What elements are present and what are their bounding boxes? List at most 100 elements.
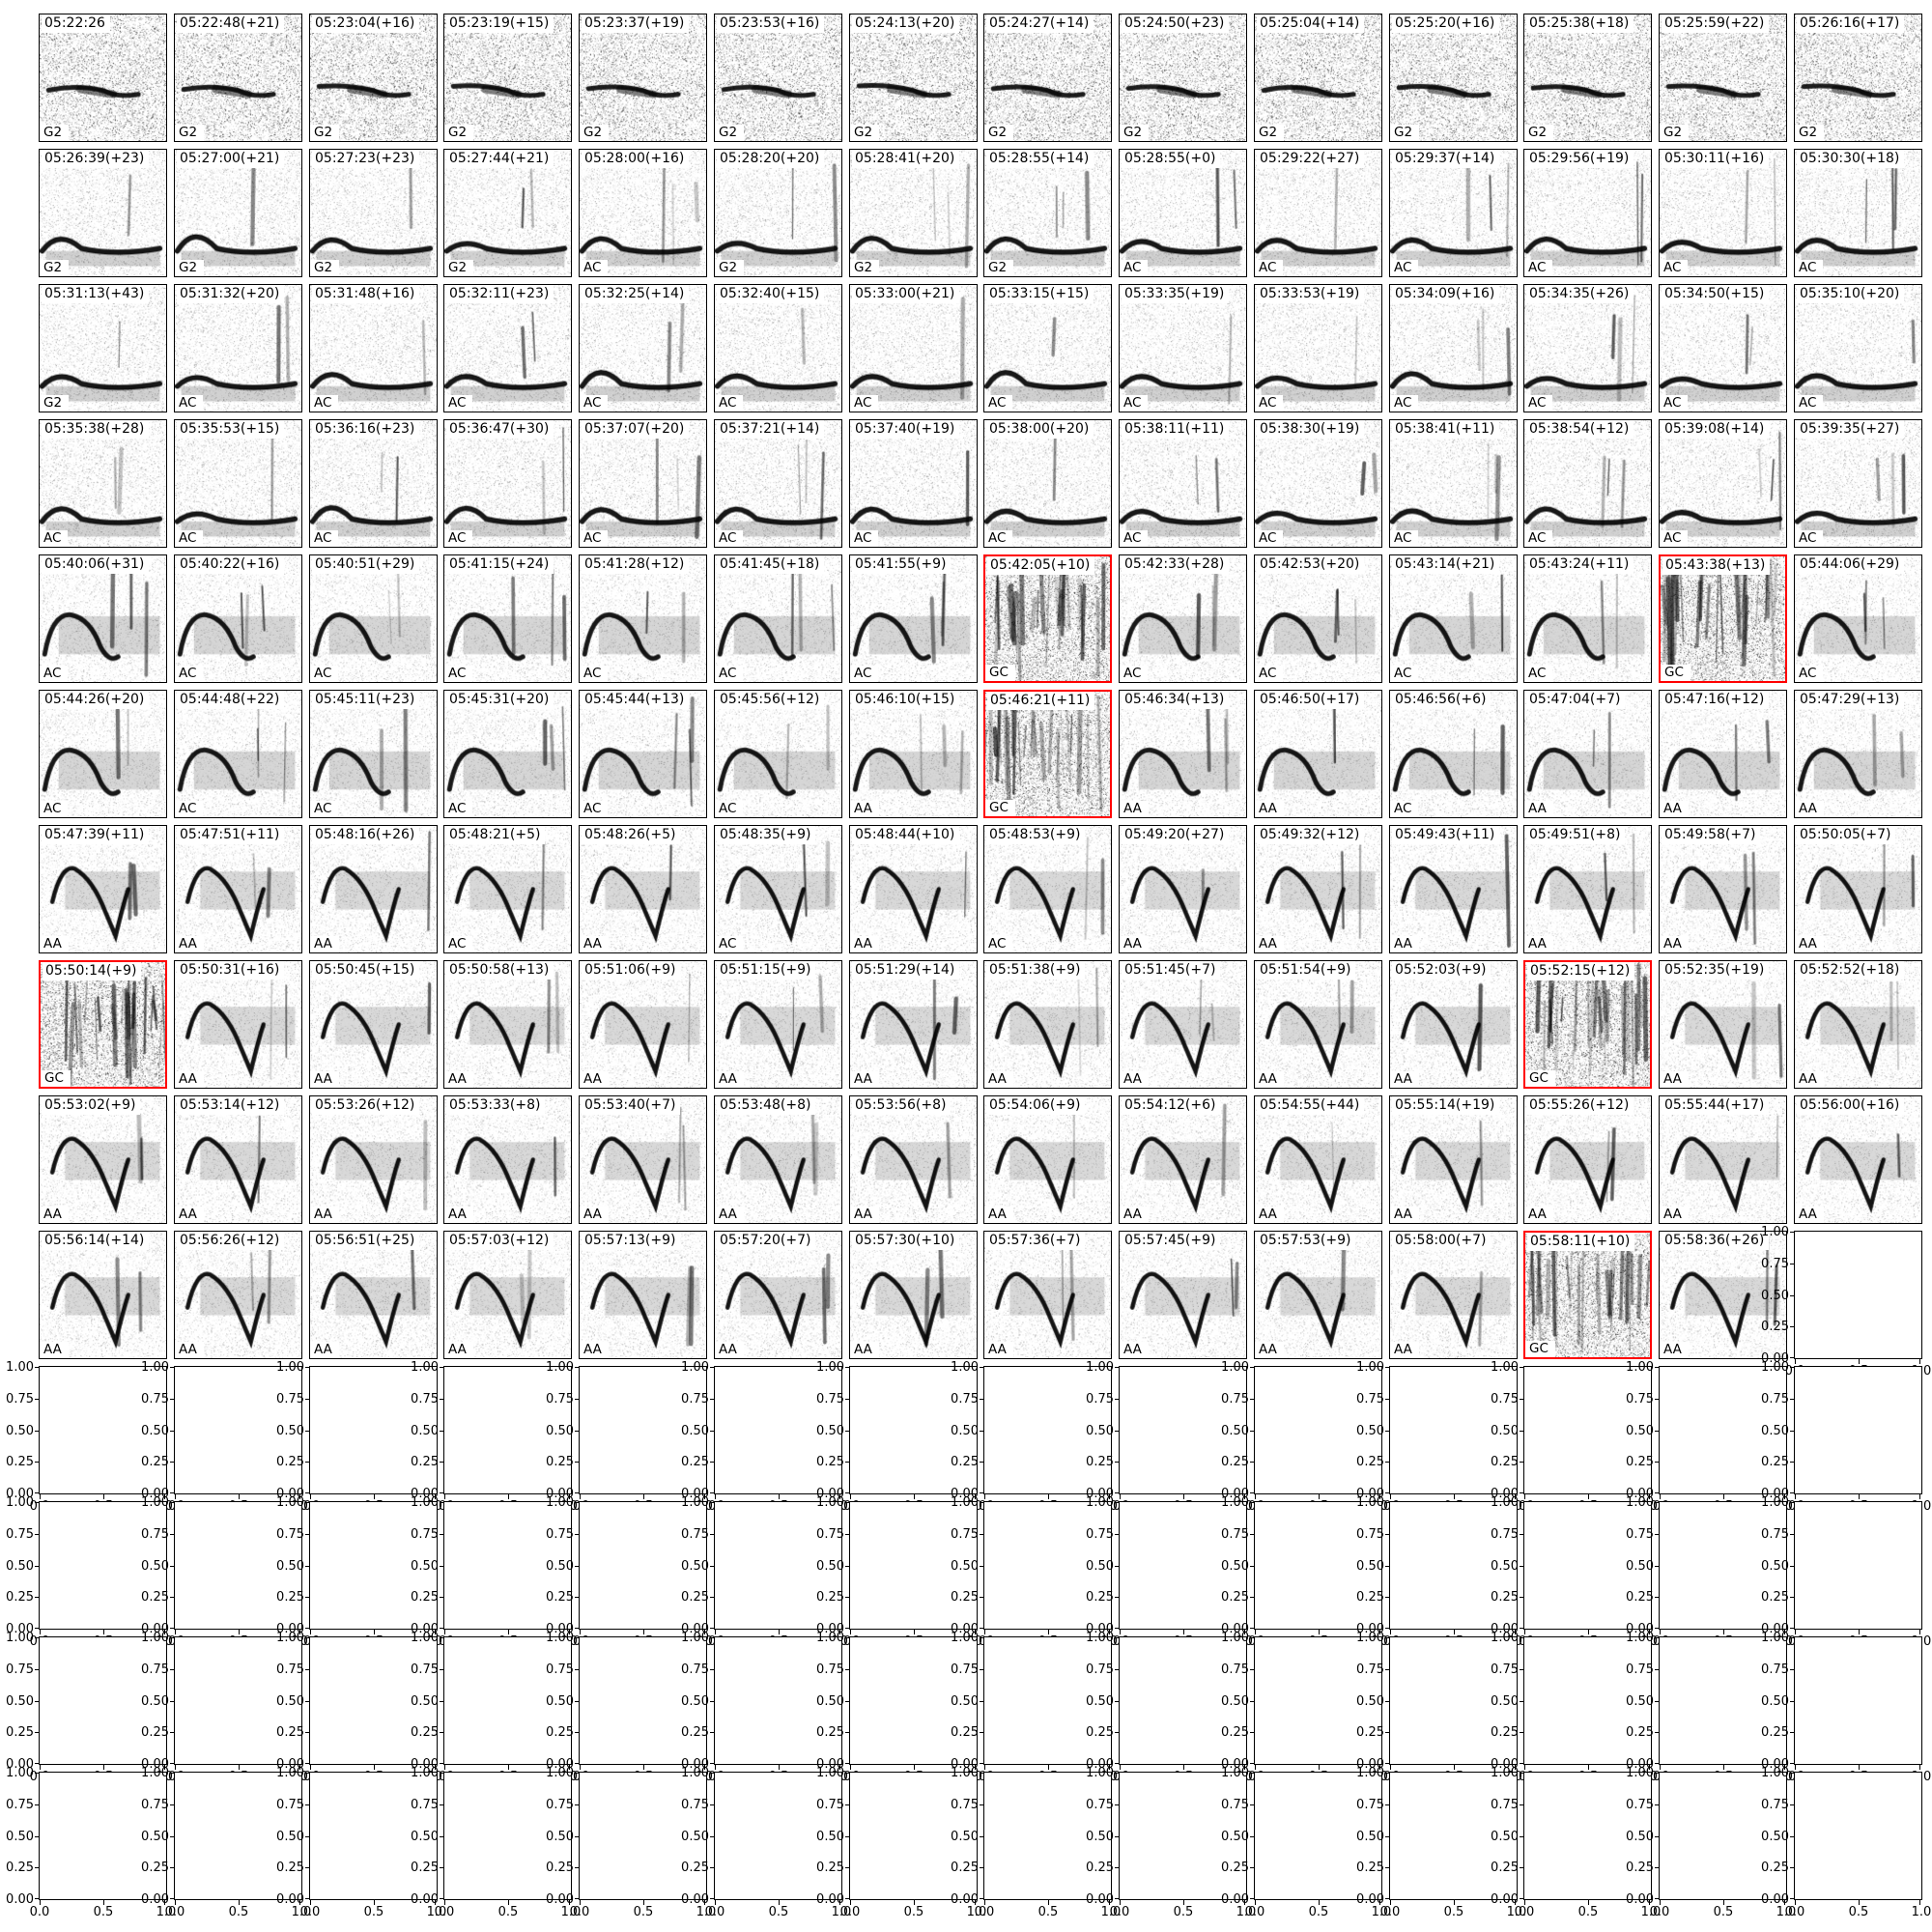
spectrogram-cell: 05:41:28(+12) AC [579, 554, 707, 683]
x-tick-mark [779, 1494, 780, 1499]
x-tick-mark [984, 1900, 985, 1905]
cell-timestamp: 05:35:38(+28) [42, 420, 150, 439]
cell-class-label: AC [580, 666, 609, 682]
y-tick-label: 1.00 [1356, 1766, 1384, 1780]
cell-class-label: AA [715, 1342, 744, 1358]
cell-class-label: AC [175, 801, 204, 817]
x-tick-mark [914, 1900, 915, 1905]
y-tick-label: 0.75 [546, 1392, 574, 1406]
cell-class-label: AA [1795, 936, 1824, 952]
cell-class-label: AA [580, 1071, 609, 1088]
y-tick-label: 0.25 [276, 1590, 304, 1605]
x-tick-label: 1.0 [966, 1905, 987, 1919]
y-tick-mark [1385, 1763, 1390, 1764]
x-tick-label: 0.0 [164, 1905, 185, 1919]
cell-class-label: AA [310, 936, 339, 952]
x-tick-mark [1120, 1900, 1121, 1905]
y-tick-mark [305, 1804, 310, 1805]
y-tick-mark [1250, 1637, 1255, 1638]
x-tick-mark [175, 1630, 176, 1634]
y-tick-label: 0.75 [546, 1798, 574, 1812]
cell-timestamp: 05:38:30(+19) [1257, 420, 1365, 439]
spectrogram-image [175, 14, 301, 141]
y-tick-mark [305, 1628, 310, 1629]
cell-timestamp: 05:32:11(+23) [446, 285, 554, 303]
y-tick-label: 1.00 [816, 1495, 844, 1510]
spectrogram-image [1390, 285, 1517, 412]
spectrogram-cell: 05:47:51(+11) AA [174, 825, 302, 953]
cell-class-label: AC [1660, 395, 1689, 412]
x-tick-mark [1723, 1494, 1724, 1499]
y-tick-label: 0.25 [411, 1455, 439, 1469]
cell-class-label: AC [40, 801, 69, 817]
x-tick-mark [1379, 1494, 1380, 1499]
x-tick-mark [40, 1900, 41, 1905]
spectrogram-cell: 05:57:20(+7) AA [714, 1231, 842, 1359]
y-tick-label: 0.50 [816, 1424, 844, 1438]
cell-timestamp: 05:39:08(+14) [1662, 420, 1770, 439]
y-tick-label: 0.00 [816, 1622, 844, 1636]
spectrogram-cell: 05:37:40(+19) AC [849, 419, 978, 548]
x-tick-mark [715, 1900, 716, 1905]
cell-class-label: AA [850, 1342, 879, 1358]
cell-class-label: G2 [984, 125, 1014, 141]
x-tick-mark [164, 1494, 165, 1499]
y-tick-label: 0.50 [816, 1559, 844, 1574]
cell-class-label: AA [1524, 936, 1553, 952]
spectrogram-image [444, 1096, 571, 1223]
x-tick-mark [975, 1630, 976, 1634]
empty-axes: 1.000.750.500.250.000.00.51.0 [1086, 1631, 1256, 1784]
x-tick-label: 0.0 [704, 1905, 725, 1919]
cell-class-label: AA [1255, 1207, 1284, 1223]
y-tick-mark [1655, 1637, 1660, 1638]
spectrogram-image [1524, 555, 1651, 682]
spectrogram-image [715, 691, 841, 817]
spectrogram-image [1390, 150, 1517, 276]
y-tick-label: 0.75 [951, 1527, 979, 1542]
x-tick-mark [1649, 1900, 1650, 1905]
cell-timestamp: 05:46:10(+15) [852, 691, 960, 709]
x-tick-mark [715, 1494, 716, 1499]
y-tick-label: 0.00 [1221, 1757, 1249, 1772]
x-tick-mark [984, 1494, 985, 1499]
spectrogram-image [1660, 826, 1786, 952]
x-tick-mark [1660, 1900, 1661, 1905]
x-tick-mark [103, 1765, 104, 1770]
cell-class-label: G2 [1255, 125, 1285, 141]
y-tick-mark [170, 1566, 175, 1567]
y-tick-mark [980, 1773, 984, 1774]
y-tick-mark [710, 1763, 715, 1764]
y-tick-label: 1.00 [951, 1360, 979, 1375]
y-tick-label: 1.00 [681, 1766, 709, 1780]
x-tick-mark [1183, 1630, 1184, 1634]
y-tick-label: 1.00 [276, 1495, 304, 1510]
cell-class-label: AC [715, 530, 744, 547]
y-tick-label: 1.00 [1221, 1631, 1249, 1645]
y-tick-mark [440, 1898, 444, 1899]
empty-axes: 1.000.750.500.250.000.00.51.0 [546, 1631, 716, 1784]
empty-axes: 1.000.750.500.250.000.00.51.0 [1761, 1495, 1931, 1649]
x-tick-mark [435, 1900, 436, 1905]
cell-timestamp: 05:51:38(+9) [986, 961, 1086, 980]
cell-timestamp: 05:25:20(+16) [1392, 14, 1500, 33]
y-tick-mark [1790, 1566, 1795, 1567]
y-tick-mark [1655, 1836, 1660, 1837]
x-tick-mark [1660, 1494, 1661, 1499]
spectrogram-image [715, 420, 841, 547]
y-tick-label: 0.75 [411, 1392, 439, 1406]
x-tick-mark [1379, 1765, 1380, 1770]
x-tick-mark [1784, 1630, 1785, 1634]
y-tick-label: 0.50 [1491, 1694, 1519, 1709]
cell-class-label: AA [1120, 1342, 1149, 1358]
spectrogram-image [1120, 1232, 1246, 1358]
y-tick-mark [170, 1399, 175, 1400]
x-tick-mark [1255, 1494, 1256, 1499]
x-tick-label: 0.5 [1308, 1905, 1329, 1919]
y-tick-mark [1250, 1773, 1255, 1774]
spectrogram-cell: 05:49:51(+8) AA [1523, 825, 1652, 953]
y-tick-label: 0.25 [681, 1725, 709, 1740]
spectrogram-image [1524, 285, 1651, 412]
spectrogram-image [1795, 150, 1921, 276]
y-tick-mark [1115, 1867, 1120, 1868]
x-tick-mark [1048, 1765, 1049, 1770]
